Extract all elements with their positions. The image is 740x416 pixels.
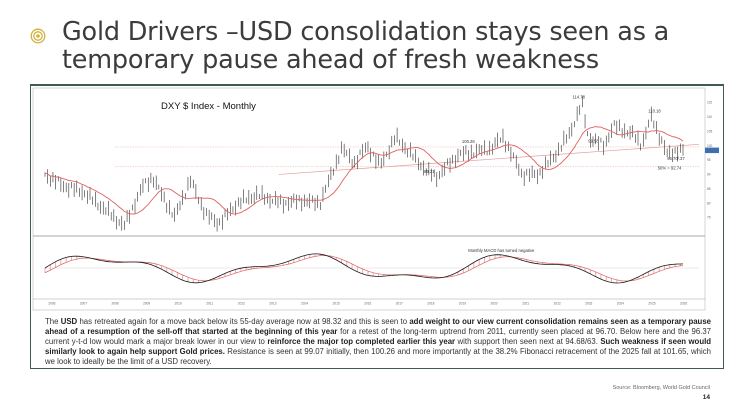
y-tick-label: 75 (707, 216, 711, 220)
chart-caption: The USD has retreated again for a move b… (45, 317, 712, 366)
x-tick-label: 2025 (648, 302, 655, 306)
x-tick-label: 2015 (333, 302, 340, 306)
x-tick-label: 2020 (490, 302, 497, 306)
x-tick-label: 2008 (111, 302, 118, 306)
price-marker (705, 147, 719, 154)
page-number: 14 (702, 394, 710, 401)
caption-highlight: Such weakness if seen would similarly lo… (45, 336, 712, 356)
y-tick-label: 80 (707, 201, 711, 205)
x-tick-label: 2012 (238, 302, 245, 306)
x-tick-label: 2010 (175, 302, 182, 306)
x-tick-label: 2019 (459, 302, 466, 306)
x-tick-label: 2023 (585, 302, 592, 306)
x-tick-label: 2007 (80, 302, 87, 306)
x-tick-label: 2017 (396, 302, 403, 306)
dxy-chart: 114.78 110.18 99.58 100.26 96.70/.37 50% = 92… (32, 87, 719, 311)
chart-annotation: 89.21 (424, 169, 435, 174)
x-tick-label: 2018 (427, 302, 434, 306)
moving-average-line (44, 126, 684, 215)
x-tick-label: 2009 (143, 302, 150, 306)
uptrend-line (278, 143, 700, 175)
chart-title: DXY $ Index - Monthly (161, 101, 256, 112)
chart-annotation: 110.18 (648, 109, 661, 114)
macd-annotation: Monthly MACD has turned negative (468, 248, 535, 253)
x-tick-label: 2006 (48, 302, 55, 306)
slide-title: Gold Drivers –USD consolidation stays se… (62, 17, 670, 75)
y-tick-label: 105 (707, 129, 713, 133)
price-marker-label: 98.32 (707, 149, 715, 153)
chart-annotation: 96.70/.37 (667, 156, 685, 161)
source-note: Source: Bloomberg, World Gold Council (612, 385, 710, 391)
chart-annotation: 50% = 92.74 (658, 165, 682, 170)
macd-signal-line (44, 255, 684, 282)
x-tick-label: 2014 (301, 302, 308, 306)
caption-highlight: reinforce the major top completed earlie… (267, 336, 456, 346)
chart-annotation: 114.78 (572, 94, 585, 99)
caption-highlight: add weight to our view current consolida… (45, 317, 711, 336)
caption-highlight: USD (60, 317, 78, 326)
y-tick-label: 90 (707, 173, 711, 177)
y-tick-label: 100 (707, 144, 713, 148)
y-tick-label: 110 (707, 115, 712, 119)
chart-panel: 114.78 110.18 99.58 100.26 96.70/.37 50% = 92… (30, 84, 724, 369)
x-tick-label: 2011 (206, 302, 213, 306)
chart-annotation: 100.26 (462, 139, 475, 144)
x-tick-label: 2026 (680, 302, 687, 306)
ring-bullet-icon (30, 28, 46, 44)
x-tick-label: 2022 (554, 302, 561, 306)
y-tick-label: 115 (707, 101, 712, 105)
chart-annotation: 99.58 (588, 138, 599, 143)
x-tick-label: 2021 (522, 302, 529, 306)
x-tick-label: 2024 (617, 302, 624, 306)
x-tick-label: 2013 (269, 302, 276, 306)
macd-line (44, 253, 684, 284)
y-tick-label: 85 (707, 187, 711, 191)
y-tick-label: 95 (707, 158, 711, 162)
x-tick-label: 2016 (364, 302, 371, 306)
